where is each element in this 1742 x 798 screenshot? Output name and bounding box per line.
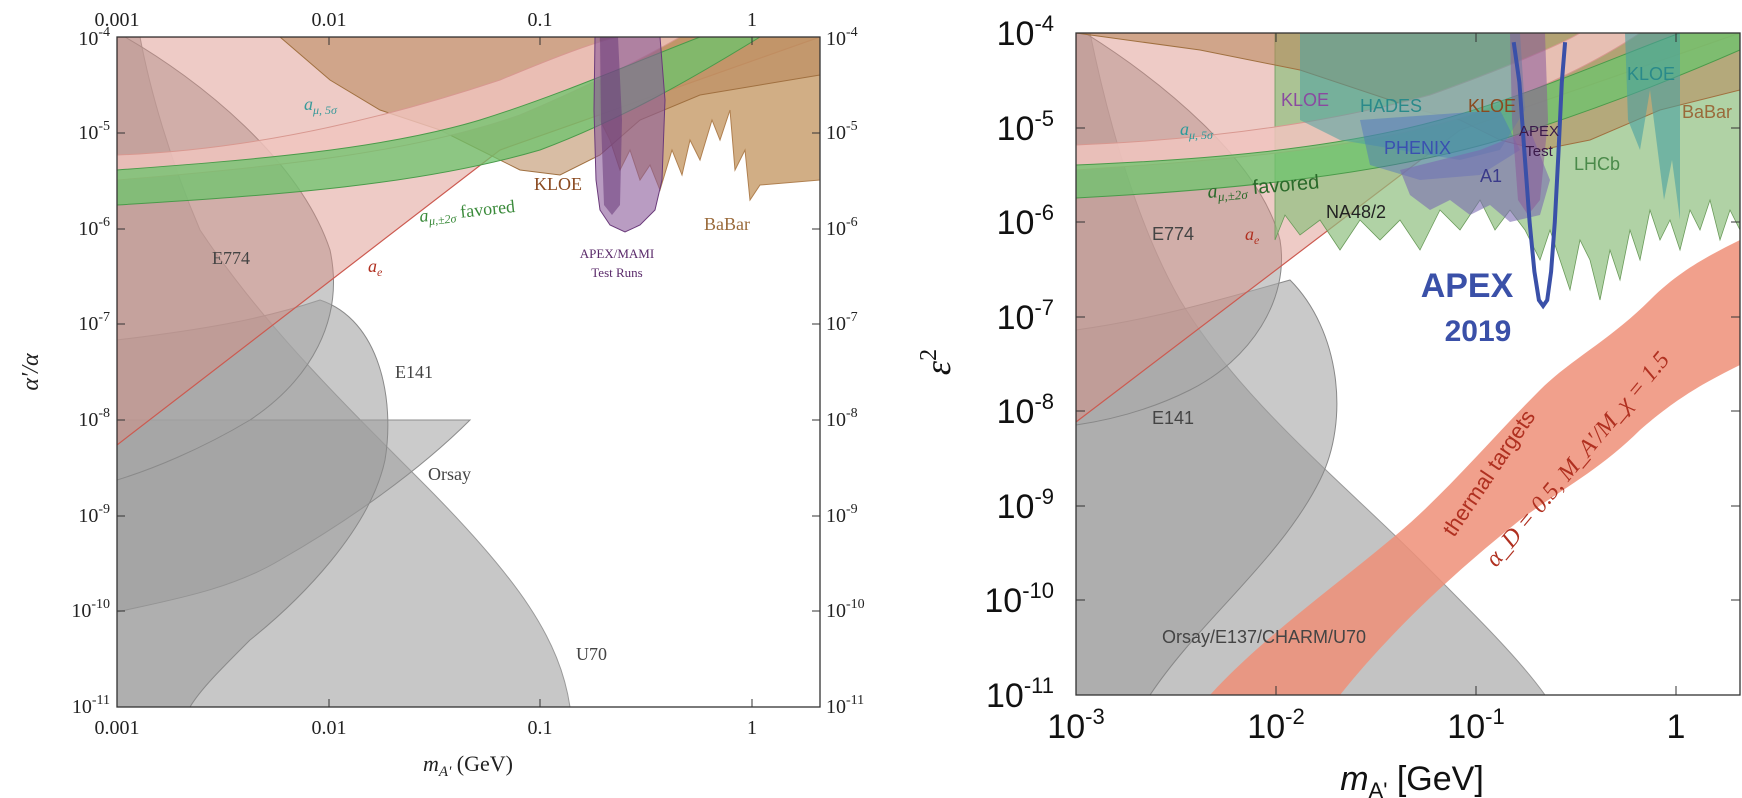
label-ae: ae [368,256,383,279]
label-e141: E141 [395,362,433,382]
right-y-tick: 10-8 [997,389,1054,431]
right-chart: 10-11 10-10 10-9 10-8 10-7 10-6 10-5 10-… [916,11,1741,798]
label-e141: E141 [1152,408,1194,428]
right-region-e774 [1076,33,1282,426]
label-apex-test-2: Test [1525,143,1553,160]
label-apex-2019-2: 2019 [1445,315,1512,348]
label-amu5: aμ, 5σ [304,94,338,117]
label-na48: NA48/2 [1326,202,1386,222]
label-apex-2019-1: APEX [1421,267,1514,305]
right-x-tick: 10-2 [1247,704,1304,746]
label-babar: BaBar [1682,102,1732,122]
left-x-top-tick-labels: 0.001 0.01 0.1 1 [95,9,758,31]
label-hades: HADES [1360,96,1422,116]
apex-2019-curve [1511,41,1568,310]
label-phenix: PHENIX [1384,138,1451,158]
left-y-right-tick: 10-7 [826,310,858,335]
right-y-tick: 10-9 [997,484,1054,526]
left-x-top-tick: 0.001 [95,9,140,31]
label-orsay-group: Orsay/E137/CHARM/U70 [1162,627,1366,647]
left-x-tick: 0.1 [528,717,553,739]
left-y-tick: 10-10 [71,597,110,622]
label-apex-test-1: APEX [1519,123,1559,140]
label-orsay: Orsay [428,464,471,484]
left-x-tick: 0.01 [312,717,347,739]
label-lhcb: LHCb [1574,154,1620,174]
left-y-right-tick: 10-10 [826,597,865,622]
label-e774: E774 [212,248,250,268]
label-kloe-brown: KLOE [1468,96,1516,116]
left-region-apex-mami-inner [600,37,622,215]
right-x-tick-labels: 10-3 10-2 10-1 1 [1047,704,1685,746]
left-x-top-tick: 0.01 [312,9,347,31]
left-y-right-tick: 10-8 [826,406,858,431]
left-y-right-tick: 10-9 [826,502,858,527]
right-y-tick: 10-11 [986,673,1054,715]
right-tick-marks [1075,32,1740,696]
label-amu5: aμ, 5σ [1180,119,1214,142]
right-y-axis-label: ε2 [916,349,958,375]
right-region-thermal [1210,240,1740,695]
left-y-right-tick-labels: 10-11 10-10 10-9 10-8 10-7 10-6 10-5 10-… [826,25,865,718]
left-y-right-tick: 10-6 [826,215,858,240]
right-frame [1075,32,1741,696]
left-frame [116,36,821,708]
left-y-right-tick: 10-4 [826,25,858,50]
label-a1: A1 [1480,166,1502,186]
left-tick-marks [116,36,820,708]
left-y-tick: 10-8 [78,406,110,431]
right-x-tick: 10-3 [1047,704,1104,746]
right-region-a1 [1400,130,1550,222]
left-y-tick: 10-6 [78,215,110,240]
left-x-axis-label: mA' (GeV) [423,751,513,780]
right-x-tick: 1 [1667,708,1686,746]
left-y-tick: 10-5 [78,119,110,144]
label-kloe-purple: KLOE [1281,90,1329,110]
label-u70: U70 [576,644,607,664]
right-y-tick: 10-7 [997,295,1054,337]
right-region-hades [1300,33,1525,160]
right-y-tick: 10-6 [997,200,1054,242]
right-y-tick: 10-10 [984,578,1054,620]
right-y-tick: 10-5 [997,106,1054,148]
left-x-tick: 0.001 [95,717,140,739]
label-e774: E774 [1152,224,1194,244]
left-x-tick: 1 [747,717,757,739]
label-amu2: aμ,±2σ favored [1207,171,1321,205]
left-y-tick: 10-7 [78,310,110,335]
label-apex-mami-2: Test Runs [591,265,642,280]
right-y-tick-labels: 10-11 10-10 10-9 10-8 10-7 10-6 10-5 10-… [984,11,1054,715]
label-babar: BaBar [704,214,750,234]
right-x-tick: 10-1 [1447,704,1504,746]
label-apex-mami-1: APEX/MAMI [580,246,654,261]
right-x-axis-label: mA' [GeV] [1340,760,1484,798]
label-kloe-teal: KLOE [1627,64,1675,84]
left-chart: 0.001 0.01 0.1 1 0.001 0.01 0.1 1 10-11 … [18,9,865,780]
left-x-top-tick: 0.1 [528,9,553,31]
label-kloe: KLOE [534,174,582,194]
left-y-tick: 10-9 [78,502,110,527]
left-y-tick-labels: 10-11 10-10 10-9 10-8 10-7 10-6 10-5 10-… [71,25,110,718]
left-y-tick: 10-4 [78,25,110,50]
left-plot-area [117,37,820,707]
left-y-right-tick: 10-11 [826,693,864,718]
right-y-tick: 10-4 [997,11,1054,53]
left-region-e774 [117,37,334,481]
right-plot-area [1076,33,1740,695]
left-y-tick: 10-11 [72,693,110,718]
left-x-tick-labels: 0.001 0.01 0.1 1 [95,717,758,739]
left-y-axis-label: α′/α [18,353,44,391]
right-region-kloe-teal [1625,33,1680,220]
left-y-right-tick: 10-5 [826,119,858,144]
label-ae: ae [1245,224,1260,247]
left-x-top-tick: 1 [747,9,757,31]
